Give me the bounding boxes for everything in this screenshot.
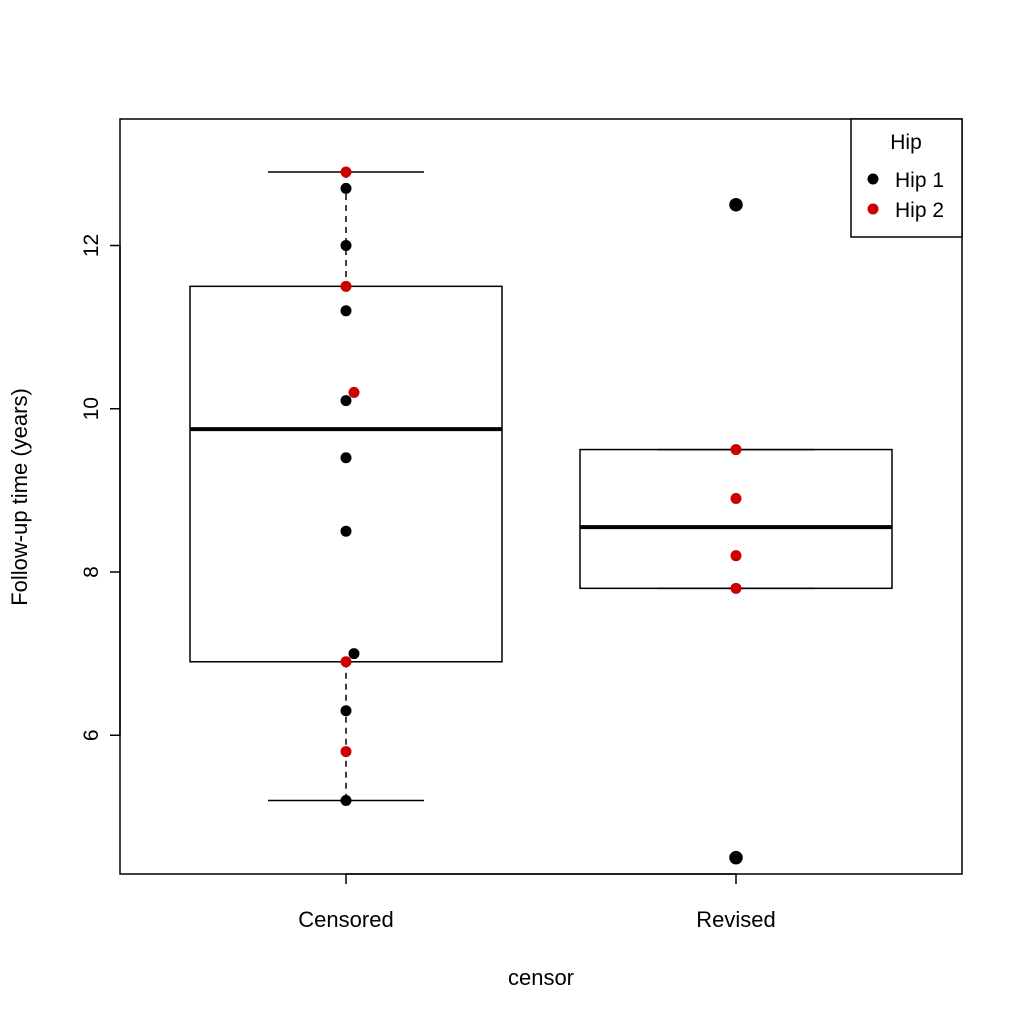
y-tick-label-10: 10	[80, 397, 103, 420]
plot-frame	[119, 118, 963, 875]
outlier-revised-1	[729, 850, 743, 865]
point-hip-1-7	[340, 705, 352, 717]
point-hip-1-3	[340, 395, 352, 407]
legend-label-hip-2: Hip 2	[895, 199, 944, 222]
point-hip-2-3	[340, 656, 352, 668]
legend-marker-hip-2	[867, 203, 879, 215]
boxes-layer	[189, 171, 893, 802]
point-hip-2-2	[348, 386, 360, 398]
points-layer	[340, 166, 743, 865]
legend: Hip Hip 1 Hip 2	[850, 118, 963, 238]
legend-marker-hip-1	[867, 173, 879, 185]
y-axis-label: Follow-up time (years)	[7, 388, 32, 606]
axes-layer: 6 8 10 12 Censored Revised	[80, 234, 776, 932]
box-revised	[579, 448, 893, 590]
legend-title: Hip	[890, 131, 922, 154]
legend-label-hip-1: Hip 1	[895, 169, 944, 192]
point-hip-1-9	[730, 199, 742, 211]
point-hip-1-5	[340, 525, 352, 537]
point-hip-2-5	[730, 444, 742, 456]
point-hip-1-2	[340, 305, 352, 317]
x-tick-label-censored: Censored	[298, 907, 393, 932]
point-hip-2-1	[340, 280, 352, 292]
point-hip-1-1	[340, 240, 352, 252]
point-hip-2-4	[340, 746, 352, 758]
y-tick-label-8: 8	[80, 566, 103, 578]
point-hip-1-10	[730, 852, 742, 864]
y-tick-label-12: 12	[80, 234, 103, 257]
point-hip-1-4	[340, 452, 352, 464]
point-hip-1-0	[340, 182, 352, 194]
box-censored	[189, 285, 503, 663]
x-tick-label-revised: Revised	[696, 907, 775, 932]
point-hip-2-8	[730, 582, 742, 594]
point-hip-2-6	[730, 493, 742, 505]
point-hip-2-0	[340, 166, 352, 178]
point-hip-1-6	[348, 648, 360, 660]
x-axis-label: censor	[508, 965, 574, 990]
y-tick-label-6: 6	[80, 729, 103, 741]
legend-box	[850, 118, 963, 238]
point-hip-1-8	[340, 795, 352, 807]
point-hip-2-7	[730, 550, 742, 562]
outlier-revised-0	[729, 197, 743, 212]
